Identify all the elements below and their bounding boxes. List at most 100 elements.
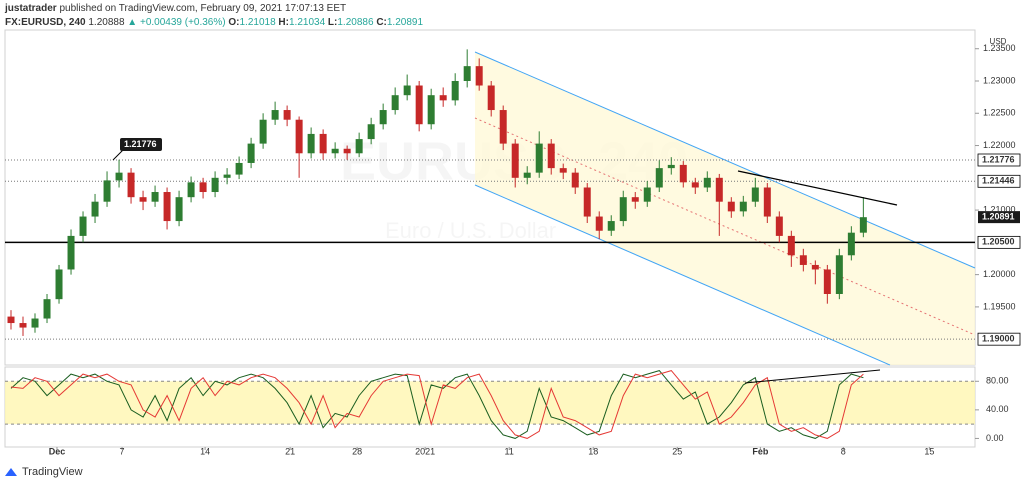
candle-body	[751, 187, 759, 202]
c: 1.20891	[387, 17, 424, 28]
callout-box	[120, 137, 162, 151]
candle-body	[739, 201, 747, 212]
x-tick-label: 18	[588, 446, 598, 456]
x-tick-label: 28	[352, 446, 362, 456]
candle-body	[307, 133, 315, 154]
candle-body	[715, 177, 723, 202]
level-label-box	[977, 332, 1021, 346]
candle-body	[523, 172, 531, 178]
candle-body	[79, 216, 87, 236]
y-tick-label: 1.23000	[983, 75, 1016, 85]
candle-body	[127, 172, 135, 198]
x-tick-label: 11	[505, 446, 514, 456]
candle-body	[43, 299, 51, 319]
candle-body	[823, 269, 831, 294]
candle-body	[175, 197, 183, 222]
candle-body	[187, 182, 195, 198]
candle-body	[31, 318, 39, 328]
published: published on TradingView.com, February 0…	[59, 3, 346, 14]
candle-body	[355, 139, 363, 154]
x-tick-label: 14	[200, 446, 210, 456]
candle-body	[211, 177, 219, 193]
candle-body	[775, 216, 783, 236]
header-line-2: FX:EURUSD, 240 1.20888 ▲ +0.00439 (+0.36…	[5, 17, 423, 28]
y-tick-label: 1.23500	[983, 43, 1016, 53]
level-label: 1.20500	[982, 237, 1015, 247]
y-tick-label: 1.22000	[983, 140, 1016, 150]
footer-brand: TradingView	[22, 466, 83, 478]
change: ▲ +0.00439 (+0.36%)	[127, 17, 225, 28]
candle-body	[55, 269, 63, 300]
level-label: 1.19000	[982, 334, 1015, 344]
candle-body	[115, 172, 123, 181]
channel-lower	[474, 184, 891, 366]
candle-body	[427, 95, 435, 125]
candle-body	[151, 192, 159, 202]
candle-body	[835, 255, 843, 294]
callout-label: 1.21776	[124, 139, 157, 149]
candle-body	[199, 182, 207, 193]
last: 1.20888	[88, 17, 125, 28]
o-key: O:	[228, 17, 239, 28]
candle-body	[571, 172, 579, 188]
candle-body	[703, 177, 711, 188]
symbol: FX:EURUSD, 240	[5, 17, 86, 28]
x-tick-label: Feb	[752, 446, 769, 456]
candle-body	[463, 66, 471, 81]
x-tick-label: 2021	[415, 446, 435, 456]
candle-body	[295, 119, 303, 154]
x-tick-label: 25	[672, 446, 682, 456]
candle-body	[847, 232, 855, 256]
candle-body	[547, 143, 555, 169]
channel-median	[474, 117, 976, 336]
candle-body	[451, 80, 459, 101]
osc-trendline	[744, 369, 881, 384]
c-key: C:	[376, 17, 387, 28]
candle-body	[727, 201, 735, 212]
osc-line	[10, 370, 864, 439]
candle-body	[679, 164, 687, 183]
candle-body	[595, 216, 603, 231]
candle-body	[379, 110, 387, 125]
x-tick-label: 7	[120, 446, 125, 456]
h-key: H:	[278, 17, 289, 28]
y-tick-label: 1.20000	[983, 269, 1016, 279]
candle-body	[691, 182, 699, 188]
candle-body	[787, 235, 795, 256]
candle-body	[7, 316, 15, 324]
candle-body	[283, 110, 291, 120]
candle-body	[223, 174, 231, 178]
osc-line	[10, 370, 864, 439]
x-tick-label: Dec	[49, 446, 66, 456]
x-tick-label: 15	[924, 446, 934, 456]
candle-body	[487, 85, 495, 111]
candle-body	[271, 110, 279, 120]
x-tick-label: 8	[841, 446, 846, 456]
candle-body	[511, 143, 519, 178]
candle-body	[247, 143, 255, 163]
candle-body	[535, 143, 543, 173]
candle-body	[103, 180, 111, 202]
header-line-1: justatrader published on TradingView.com…	[4, 3, 346, 14]
candle-body	[235, 162, 243, 175]
watermark-subtitle: Euro / U.S. Dollar	[385, 218, 556, 243]
candle-body	[475, 66, 483, 86]
candle-body	[319, 133, 327, 154]
candle-body	[583, 187, 591, 217]
author: justatrader	[4, 3, 57, 14]
h: 1.21034	[289, 17, 326, 28]
level-label: 1.21446	[982, 176, 1015, 186]
logo	[5, 468, 17, 476]
candle-body	[619, 197, 627, 222]
osc-y-tick-label: 40.00	[986, 404, 1009, 414]
candle-body	[655, 168, 663, 188]
candle-body	[19, 323, 27, 328]
candle-body	[439, 95, 447, 101]
level-label-box	[977, 174, 1021, 188]
channel-fill	[475, 52, 975, 365]
candle-body	[643, 187, 651, 202]
candle-body	[259, 119, 267, 144]
candle-body	[403, 85, 411, 96]
